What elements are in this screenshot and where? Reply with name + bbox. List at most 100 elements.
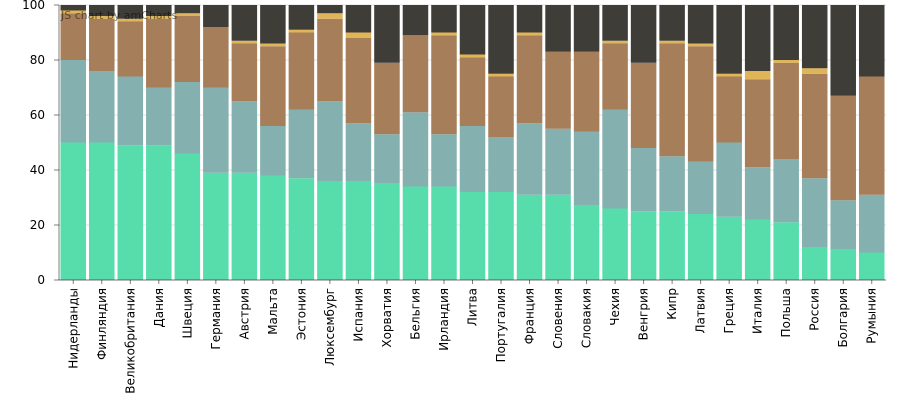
bar-segment-series-4[interactable] bbox=[801, 68, 828, 74]
bar-segment-series-4[interactable] bbox=[117, 18, 144, 22]
bar-segment-series-5[interactable] bbox=[146, 5, 172, 16]
bar-segment-series-5[interactable] bbox=[630, 5, 657, 63]
bar-segment-series-2[interactable] bbox=[402, 112, 429, 187]
bar-segment-series-1[interactable] bbox=[573, 205, 600, 280]
bar-segment-series-3[interactable] bbox=[174, 16, 201, 82]
bar-segment-series-2[interactable] bbox=[801, 178, 828, 247]
bar-segment-series-5[interactable] bbox=[716, 5, 742, 74]
bar-segment-series-1[interactable] bbox=[744, 219, 771, 281]
bar-segment-series-5[interactable] bbox=[317, 5, 343, 14]
bar-segment-series-2[interactable] bbox=[687, 161, 714, 214]
bar-segment-series-3[interactable] bbox=[288, 32, 315, 110]
bar-segment-series-2[interactable] bbox=[773, 159, 799, 223]
bar-segment-series-1[interactable] bbox=[488, 192, 514, 280]
bar-segment-series-2[interactable] bbox=[317, 101, 343, 181]
bar-segment-series-2[interactable] bbox=[203, 87, 229, 173]
bar-segment-series-4[interactable] bbox=[431, 32, 457, 36]
bar-segment-series-2[interactable] bbox=[659, 156, 685, 212]
amcharts-credit-link[interactable]: JS chart by amCharts bbox=[61, 9, 178, 22]
bar-segment-series-5[interactable] bbox=[602, 5, 628, 41]
bar-segment-series-2[interactable] bbox=[174, 82, 201, 154]
bar-segment-series-1[interactable] bbox=[858, 252, 885, 281]
bar-segment-series-2[interactable] bbox=[117, 76, 144, 146]
bar-segment-series-4[interactable] bbox=[459, 54, 486, 58]
bar-segment-series-3[interactable] bbox=[659, 43, 685, 157]
bar-segment-series-1[interactable] bbox=[89, 142, 115, 281]
bar-segment-series-5[interactable] bbox=[89, 5, 115, 16]
bar-segment-series-5[interactable] bbox=[545, 5, 571, 52]
bar-segment-series-5[interactable] bbox=[231, 5, 258, 41]
bar-segment-series-3[interactable] bbox=[858, 76, 885, 195]
bar-segment-series-5[interactable] bbox=[260, 5, 286, 44]
bar-segment-series-5[interactable] bbox=[687, 5, 714, 44]
bar-segment-series-2[interactable] bbox=[830, 200, 856, 250]
bar-segment-series-1[interactable] bbox=[117, 145, 144, 280]
bar-segment-series-3[interactable] bbox=[516, 35, 543, 124]
bar-segment-series-5[interactable] bbox=[573, 5, 600, 52]
bar-segment-series-1[interactable] bbox=[801, 247, 828, 280]
bar-segment-series-3[interactable] bbox=[345, 38, 372, 124]
bar-segment-series-2[interactable] bbox=[516, 123, 543, 195]
bar-segment-series-1[interactable] bbox=[317, 181, 343, 280]
bar-segment-series-4[interactable] bbox=[602, 40, 628, 44]
bar-segment-series-2[interactable] bbox=[345, 123, 372, 181]
bar-segment-series-4[interactable] bbox=[659, 40, 685, 44]
bar-segment-series-3[interactable] bbox=[630, 62, 657, 148]
bar-segment-series-2[interactable] bbox=[374, 134, 400, 184]
bar-segment-series-2[interactable] bbox=[488, 137, 514, 192]
bar-segment-series-3[interactable] bbox=[545, 51, 571, 129]
bar-segment-series-5[interactable] bbox=[203, 5, 229, 27]
bar-segment-series-1[interactable] bbox=[288, 178, 315, 280]
bar-segment-series-2[interactable] bbox=[858, 194, 885, 253]
bar-segment-series-3[interactable] bbox=[744, 79, 771, 168]
bar-segment-series-2[interactable] bbox=[288, 109, 315, 179]
bar-segment-series-2[interactable] bbox=[716, 142, 742, 217]
bar-segment-series-5[interactable] bbox=[488, 5, 514, 74]
bar-segment-series-3[interactable] bbox=[146, 18, 172, 88]
bar-segment-series-5[interactable] bbox=[374, 5, 400, 63]
bar-segment-series-1[interactable] bbox=[174, 153, 201, 281]
bar-segment-series-4[interactable] bbox=[488, 73, 514, 77]
bar-segment-series-2[interactable] bbox=[459, 126, 486, 192]
bar-segment-series-1[interactable] bbox=[545, 194, 571, 280]
bar-segment-series-4[interactable] bbox=[231, 40, 258, 44]
bar-segment-series-2[interactable] bbox=[545, 128, 571, 195]
bar-segment-series-5[interactable] bbox=[516, 5, 543, 33]
bar-segment-series-2[interactable] bbox=[630, 148, 657, 212]
bar-segment-series-5[interactable] bbox=[659, 5, 685, 41]
bar-segment-series-3[interactable] bbox=[374, 62, 400, 135]
bar-segment-series-4[interactable] bbox=[60, 10, 87, 14]
bar-segment-series-3[interactable] bbox=[60, 13, 87, 60]
bar-segment-series-5[interactable] bbox=[858, 5, 885, 77]
bar-segment-series-1[interactable] bbox=[687, 214, 714, 280]
bar-segment-series-2[interactable] bbox=[573, 131, 600, 206]
bar-segment-series-3[interactable] bbox=[203, 27, 229, 88]
bar-segment-series-1[interactable] bbox=[602, 208, 628, 281]
bar-segment-series-4[interactable] bbox=[174, 13, 201, 16]
bar-segment-series-2[interactable] bbox=[231, 101, 258, 173]
bar-segment-series-5[interactable] bbox=[402, 5, 429, 36]
bar-segment-series-3[interactable] bbox=[117, 21, 144, 77]
bar-segment-series-3[interactable] bbox=[488, 76, 514, 138]
bar-segment-series-1[interactable] bbox=[773, 222, 799, 280]
bar-segment-series-3[interactable] bbox=[89, 18, 115, 71]
bar-segment-series-3[interactable] bbox=[687, 46, 714, 162]
bar-segment-series-3[interactable] bbox=[801, 73, 828, 179]
bar-segment-series-5[interactable] bbox=[744, 5, 771, 71]
bar-segment-series-2[interactable] bbox=[744, 167, 771, 220]
bar-segment-series-1[interactable] bbox=[60, 142, 87, 281]
bar-segment-series-1[interactable] bbox=[459, 192, 486, 280]
bar-segment-series-2[interactable] bbox=[260, 126, 286, 176]
bar-segment-series-3[interactable] bbox=[573, 51, 600, 132]
bar-segment-series-5[interactable] bbox=[773, 5, 799, 60]
bar-segment-series-1[interactable] bbox=[345, 181, 372, 280]
bar-segment-series-4[interactable] bbox=[146, 16, 172, 19]
bar-segment-series-3[interactable] bbox=[231, 43, 258, 102]
bar-segment-series-4[interactable] bbox=[773, 60, 799, 63]
bar-segment-series-5[interactable] bbox=[117, 5, 144, 19]
bar-segment-series-2[interactable] bbox=[89, 71, 115, 143]
bar-segment-series-1[interactable] bbox=[402, 186, 429, 281]
bar-segment-series-4[interactable] bbox=[716, 73, 742, 77]
bar-segment-series-3[interactable] bbox=[431, 35, 457, 135]
bar-segment-series-1[interactable] bbox=[630, 211, 657, 280]
